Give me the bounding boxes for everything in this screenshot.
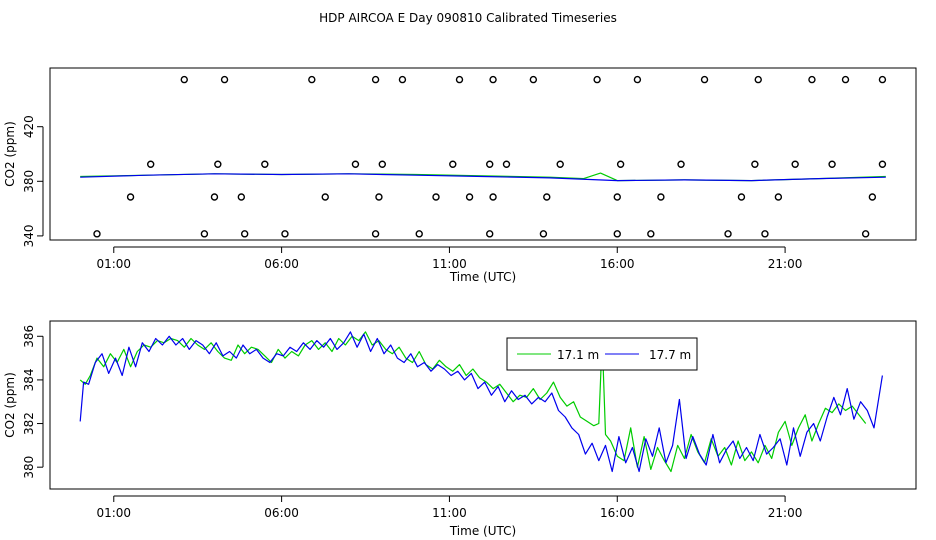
calibration-point — [210, 193, 219, 201]
bottom-y-axis-label: CO2 (ppm) — [3, 372, 17, 438]
calibration-point — [371, 230, 380, 238]
calibration-point — [281, 230, 289, 238]
figure-title: HDP AIRCOA E Day 090810 Calibrated Times… — [319, 11, 617, 25]
top-y-axis: 340 380 420 — [22, 115, 44, 247]
calibration-point — [737, 193, 746, 201]
calibration-points — [93, 75, 887, 238]
calibration-point — [486, 230, 494, 238]
calibration-point — [868, 193, 877, 201]
calibration-point — [432, 193, 440, 201]
calibration-point — [539, 230, 548, 238]
calibration-point — [774, 193, 783, 201]
top-x-axis-label: Time (UTC) — [449, 270, 516, 284]
bottom-plot-frame — [49, 320, 917, 490]
bottom-x-axis: 01:00 06:00 11:00 16:00 21:00 — [96, 495, 803, 520]
calibration-point — [126, 193, 135, 201]
calibration-point — [415, 230, 423, 238]
top-series-lines — [80, 172, 886, 182]
calibration-point — [724, 230, 732, 238]
top-y-tick-label: 380 — [22, 170, 36, 193]
bottom-series-lines — [79, 331, 883, 473]
calibration-point — [455, 75, 464, 84]
top-panel: 01:00 06:00 11:00 16:00 21:00 340 380 420 Time… — [3, 67, 917, 284]
calibration-point — [489, 193, 497, 201]
calibration-point — [808, 75, 816, 84]
calibration-point — [237, 193, 246, 201]
calibration-point — [754, 75, 762, 84]
calibration-point — [240, 230, 249, 238]
calibration-point — [593, 75, 601, 84]
bottom-x-tick-label: 11:00 — [432, 506, 467, 520]
bottom-x-tick-label: 01:00 — [96, 506, 131, 520]
top-x-axis: 01:00 06:00 11:00 16:00 21:00 — [96, 246, 803, 271]
calibration-point — [647, 230, 655, 238]
bottom-x-tick-label: 21:00 — [768, 506, 803, 520]
calibration-point — [616, 160, 625, 168]
calibration-point — [841, 75, 850, 84]
calibration-point — [791, 160, 799, 168]
calibration-point — [700, 75, 709, 84]
top-y-axis-label: CO2 (ppm) — [3, 121, 17, 187]
calibration-point — [861, 230, 870, 238]
calibration-point — [146, 160, 155, 168]
legend: 17.1 m 17.7 m — [506, 337, 698, 371]
calibration-point — [489, 75, 497, 84]
bottom-series-line-blue — [79, 331, 883, 473]
calibration-point — [308, 75, 316, 84]
bottom-y-tick-label: 382 — [22, 412, 36, 435]
calibration-point — [613, 230, 621, 238]
calibration-point — [321, 193, 329, 201]
bottom-x-tick-label: 16:00 — [600, 506, 635, 520]
calibration-point — [761, 230, 769, 238]
legend-label-17-7m: 17.7 m — [649, 348, 691, 362]
calibration-point — [351, 160, 360, 168]
calibration-point — [261, 160, 269, 168]
bottom-panel: 01:00 06:00 11:00 16:00 21:00 380 382 384 386 T… — [3, 320, 917, 538]
calibration-point — [543, 193, 551, 201]
bottom-y-tick-label: 386 — [22, 325, 36, 348]
bottom-y-tick-label: 384 — [22, 368, 36, 391]
calibration-point — [180, 75, 188, 84]
calibration-point — [878, 160, 887, 168]
bottom-y-axis: 380 382 384 386 — [22, 325, 44, 479]
calibration-point — [465, 193, 474, 201]
top-x-tick-label: 16:00 — [600, 257, 635, 271]
legend-label-17-1m: 17.1 m — [557, 348, 599, 362]
calibration-point — [371, 75, 380, 84]
calibration-point — [633, 75, 642, 84]
calibration-point — [657, 193, 665, 201]
bottom-y-tick-label: 380 — [22, 456, 36, 479]
calibration-point — [200, 230, 209, 238]
calibration-point — [398, 75, 407, 84]
calibration-point — [449, 160, 457, 168]
calibration-point — [486, 160, 494, 168]
bottom-x-tick-label: 06:00 — [264, 506, 299, 520]
top-x-tick-label: 21:00 — [768, 257, 803, 271]
calibration-point — [613, 193, 621, 201]
calibration-point — [220, 75, 229, 84]
calibration-point — [502, 160, 511, 168]
top-y-tick-label: 420 — [22, 115, 36, 138]
calibration-point — [556, 160, 564, 168]
top-x-tick-label: 11:00 — [432, 257, 467, 271]
top-x-tick-label: 06:00 — [264, 257, 299, 271]
calibration-point — [378, 160, 387, 168]
calibration-point — [878, 75, 887, 84]
top-series-line-blue — [80, 173, 886, 182]
top-plot-frame — [49, 67, 917, 241]
bottom-x-axis-label: Time (UTC) — [449, 524, 516, 538]
calibration-point — [375, 193, 383, 201]
calibration-point — [677, 160, 685, 168]
calibration-point — [93, 230, 101, 238]
calibration-point — [751, 160, 759, 168]
top-y-tick-label: 340 — [22, 224, 36, 247]
calibration-point — [828, 160, 836, 168]
calibration-point — [529, 75, 538, 84]
calibration-point — [214, 160, 222, 168]
top-x-tick-label: 01:00 — [96, 257, 131, 271]
bottom-series-line-green — [79, 331, 867, 473]
